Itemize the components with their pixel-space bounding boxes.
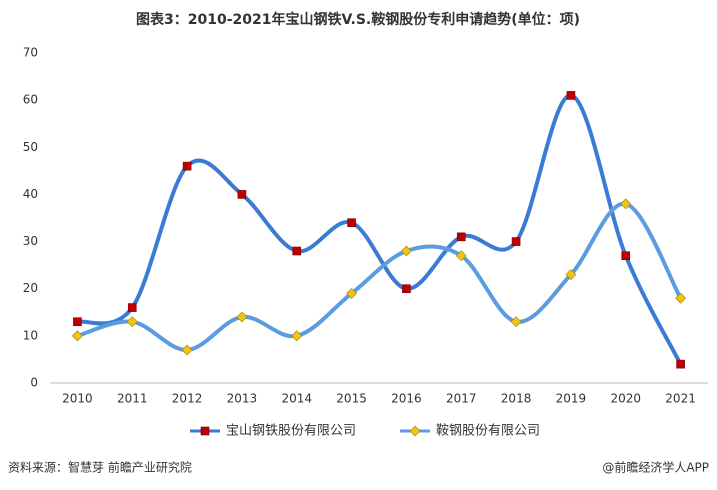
series-line — [75, 93, 683, 367]
x-tick-label: 2016 — [391, 392, 422, 406]
marker — [182, 161, 192, 171]
y-tick-label: 40 — [23, 187, 38, 201]
marker — [566, 91, 576, 100]
legend-label: 鞍钢股份有限公司 — [436, 423, 540, 439]
marker — [510, 316, 522, 328]
x-tick-label: 2012 — [172, 392, 203, 406]
x-tick-label: 2010 — [62, 392, 93, 406]
y-tick-label: 10 — [23, 328, 38, 342]
marker — [237, 190, 247, 199]
marker — [675, 292, 687, 304]
legend-label: 宝山钢铁股份有限公司 — [226, 424, 356, 439]
series-line — [75, 201, 683, 353]
marker — [71, 330, 83, 342]
marker — [409, 425, 421, 437]
marker — [200, 426, 210, 436]
marker — [291, 330, 303, 342]
x-tick-label: 2011 — [117, 392, 148, 406]
marker — [565, 269, 577, 280]
source: 资料来源：智慧芽 前瞻产业研究院 — [8, 460, 192, 475]
marker — [455, 250, 467, 262]
x-tick-label: 2015 — [336, 392, 367, 406]
y-tick-label: 0 — [30, 376, 38, 390]
marker — [621, 251, 631, 261]
marker — [511, 237, 521, 246]
marker — [402, 284, 411, 294]
y-tick-label: 50 — [23, 140, 38, 154]
y-tick-label: 30 — [23, 234, 38, 248]
marker — [400, 245, 412, 257]
y-tick-label: 20 — [23, 281, 38, 295]
x-tick-label: 2013 — [227, 392, 258, 406]
x-tick-label: 2018 — [501, 392, 532, 406]
y-tick-label: 60 — [23, 93, 38, 107]
marker — [127, 303, 137, 312]
marker — [456, 232, 466, 242]
marker — [236, 311, 248, 323]
marker — [620, 198, 632, 210]
chart-title: 图表3：2010-2021年宝山钢铁V.S.鞍钢股份专利申请趋势(单位：项) — [136, 11, 580, 28]
x-tick-label: 2014 — [281, 392, 312, 406]
marker — [73, 317, 82, 327]
marker — [292, 246, 302, 256]
marker — [676, 359, 685, 369]
x-tick-label: 2019 — [556, 392, 587, 406]
x-tick-label: 2020 — [610, 392, 641, 406]
y-tick-label: 70 — [23, 46, 38, 60]
marker — [126, 316, 138, 328]
marker — [346, 288, 358, 299]
marker — [347, 218, 356, 228]
marker — [181, 344, 193, 356]
x-tick-label: 2021 — [665, 392, 696, 406]
credit: @前瞻经济学人APP — [602, 460, 709, 475]
x-tick-label: 2017 — [446, 392, 477, 406]
